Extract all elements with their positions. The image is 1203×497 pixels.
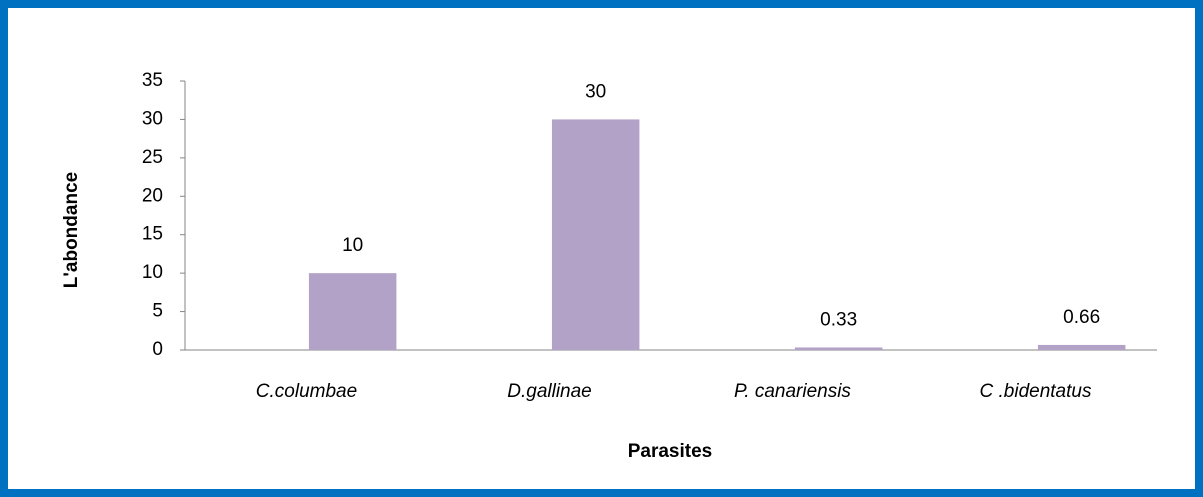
bar	[794, 347, 883, 350]
x-tick-label: C.columbae	[256, 381, 357, 402]
data-label: 30	[585, 81, 606, 102]
y-tick-label: 0	[152, 339, 163, 360]
x-tick-label: C .bidentatus	[980, 381, 1092, 402]
bar	[308, 273, 397, 350]
y-tick-label: 35	[142, 70, 163, 91]
data-label: 10	[342, 235, 363, 256]
y-axis-label: L'abondance	[61, 172, 82, 288]
data-label: 0.66	[1063, 307, 1100, 328]
y-tick-label: 15	[142, 224, 163, 245]
bar	[551, 119, 640, 350]
data-label: 0.33	[820, 309, 857, 330]
bar	[1037, 344, 1126, 350]
y-tick-label: 10	[142, 262, 163, 283]
x-axis-label: Parasites	[628, 441, 713, 462]
y-tick-label: 20	[142, 185, 163, 206]
y-tick-label: 5	[152, 301, 163, 322]
y-tick-label: 25	[142, 147, 163, 168]
x-tick-label: D.gallinae	[507, 381, 592, 402]
y-tick-label: 30	[142, 108, 163, 129]
x-tick-label: P. canariensis	[734, 381, 851, 402]
